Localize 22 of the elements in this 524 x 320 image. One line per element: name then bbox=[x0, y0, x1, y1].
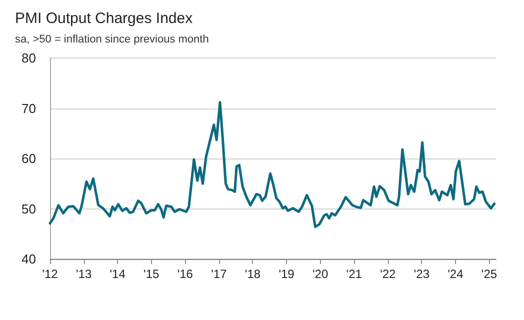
y-tick-label: 80 bbox=[22, 50, 36, 66]
x-tick-label: '17 bbox=[211, 267, 228, 281]
x-tick-label: '13 bbox=[76, 267, 92, 281]
line-series bbox=[48, 100, 496, 228]
x-tick-label: '14 bbox=[110, 267, 126, 281]
x-tick-label: '19 bbox=[278, 267, 295, 281]
y-tick-label: 70 bbox=[22, 100, 36, 116]
x-tick-label: '25 bbox=[481, 267, 498, 281]
x-tick-label: '12 bbox=[42, 267, 58, 281]
x-tick-label: '18 bbox=[244, 267, 261, 281]
y-tick-label: 60 bbox=[22, 151, 36, 166]
x-tick-label: '24 bbox=[448, 267, 464, 281]
x-tick-label: '20 bbox=[312, 267, 328, 281]
x-tick-label: '15 bbox=[144, 267, 160, 281]
x-tick-label: '22 bbox=[380, 267, 396, 281]
y-tick-label: 50 bbox=[22, 201, 36, 216]
y-tick-label: 40 bbox=[22, 252, 36, 266]
x-tick-label: '21 bbox=[346, 267, 362, 281]
chart-title: PMI Output Charges Index bbox=[15, 10, 194, 27]
x-tick-label: '16 bbox=[177, 267, 194, 281]
chart-subtitle: sa, >50 = inflation since previous month bbox=[15, 34, 209, 46]
x-tick-label: '23 bbox=[414, 267, 430, 281]
